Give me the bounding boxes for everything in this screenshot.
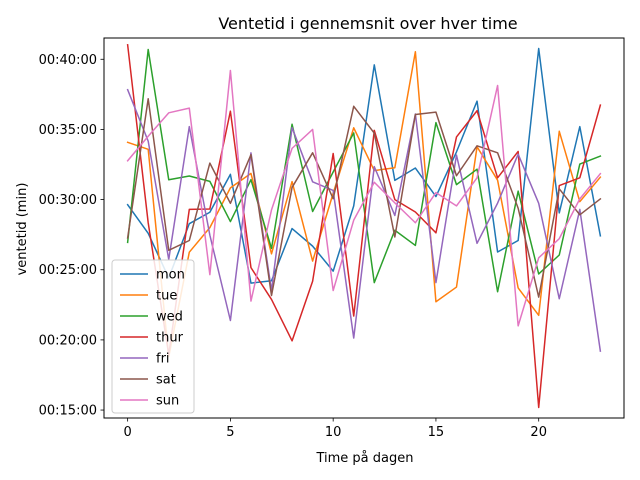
y-axis: 00:15:00 00:20:00 00:25:00 00:30:00 00:35:00… bbox=[39, 53, 104, 419]
legend-label-wed: wed bbox=[156, 310, 183, 325]
legend-label-sat: sat bbox=[156, 373, 176, 388]
x-tick-label: 5 bbox=[226, 425, 234, 440]
x-axis-title: Time på dagen bbox=[315, 451, 413, 466]
legend-label-sun: sun bbox=[156, 394, 179, 409]
series-line-sat bbox=[126, 98, 602, 298]
y-tick-label: 00:35:00 bbox=[39, 123, 97, 138]
x-axis: 0 5 10 15 20 bbox=[123, 418, 547, 440]
series-line-tue bbox=[126, 51, 602, 358]
y-tick-label: 00:40:00 bbox=[39, 53, 97, 68]
x-tick-label: 20 bbox=[530, 425, 547, 440]
series-line-wed bbox=[126, 48, 602, 293]
y-tick-label: 00:20:00 bbox=[39, 333, 97, 348]
x-tick-label: 0 bbox=[123, 425, 131, 440]
series-line-sun bbox=[126, 69, 602, 327]
plot-frame bbox=[103, 37, 625, 419]
plot-area bbox=[126, 43, 602, 409]
legend-label-thur: thur bbox=[156, 331, 184, 346]
legend-box bbox=[111, 259, 195, 414]
y-tick-label: 00:30:00 bbox=[39, 193, 97, 208]
series-line-thur bbox=[126, 43, 602, 409]
y-tick-label: 00:15:00 bbox=[39, 404, 97, 419]
y-axis-title: ventetid (min) bbox=[15, 183, 30, 276]
legend-label-fri: fri bbox=[156, 352, 170, 367]
legend-label-tue: tue bbox=[156, 289, 177, 304]
y-tick-label: 00:25:00 bbox=[39, 263, 97, 278]
legend: mon tue wed thur fri sat sun bbox=[111, 259, 195, 414]
legend-label-mon: mon bbox=[156, 268, 185, 283]
series-line-fri bbox=[126, 88, 602, 352]
x-tick-label: 10 bbox=[325, 425, 342, 440]
x-tick-label: 15 bbox=[428, 425, 445, 440]
chart-title: Ventetid i gennemsnit over hver time bbox=[218, 14, 517, 33]
